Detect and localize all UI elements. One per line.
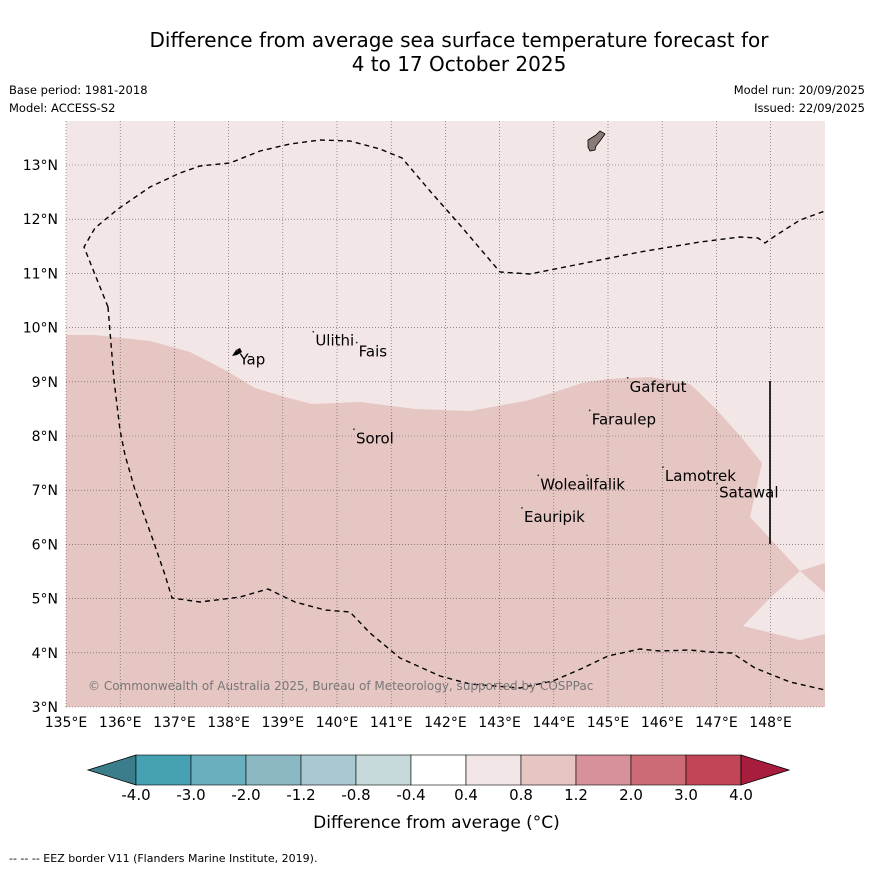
lon-tick-label: 136°E (99, 715, 142, 731)
colorbar-segment (245, 754, 302, 786)
lat-tick-label: 7°N (32, 483, 58, 499)
atoll-marker (353, 428, 355, 431)
colorbar-segment (630, 754, 687, 786)
colorbar-segment (685, 754, 742, 786)
lat-tick-label: 12°N (23, 212, 58, 228)
meta-right: Model run: 20/09/2025 Issued: 22/09/2025 (734, 81, 865, 117)
lon-tick-label: 148°E (749, 715, 792, 731)
colorbar-tick-label: 1.2 (564, 786, 588, 804)
lat-tick-label: 13°N (23, 158, 58, 174)
issued-date: Issued: 22/09/2025 (754, 101, 865, 115)
atoll-marker (521, 506, 523, 509)
map-title: Difference from average sea surface temp… (0, 28, 873, 76)
colorbar-title: Difference from average (°C) (313, 813, 560, 833)
atoll-marker (662, 466, 664, 469)
colorbar-tick-label: 0.8 (509, 786, 533, 804)
colorbar-tick-label: -0.8 (341, 786, 371, 804)
colorbar-tick-label: 4.0 (729, 786, 753, 804)
place-label-yap: Yap (238, 351, 265, 369)
lat-tick-label: 3°N (32, 700, 58, 716)
axis-labels: 135°E 136°E 137°E 138°E 139°E 140°E 141°E 142°E… (23, 158, 792, 731)
place-label-ulithi: Ulithi (315, 332, 354, 350)
colorbar-extend-low (86, 754, 137, 786)
colorbar-segment (300, 754, 357, 786)
colorbar-segment (575, 754, 632, 786)
eez-footnote: -- -- -- EEZ border V11 (Flanders Marine… (9, 852, 318, 865)
lon-tick-label: 142°E (424, 715, 467, 731)
graticule (65, 121, 825, 708)
lon-tick-label: 139°E (262, 715, 305, 731)
title-line-2: 4 to 17 October 2025 (351, 52, 567, 76)
colorbar-tick-label: -1.2 (286, 786, 316, 804)
lat-tick-label: 9°N (32, 375, 58, 391)
atoll-marker (236, 349, 239, 352)
colorbar-segment (135, 754, 192, 786)
atoll-marker (588, 409, 591, 412)
yap-island (232, 348, 242, 356)
lon-tick-label: 143°E (478, 715, 521, 731)
lon-tick-label: 138°E (207, 715, 250, 731)
place-label-eauripik: Eauripik (524, 508, 585, 526)
place-label-lamotrek: Lamotrek (665, 467, 736, 485)
colorbar-extend-high (740, 754, 791, 786)
atoll-marker (312, 330, 315, 333)
lon-tick-label: 137°E (153, 715, 196, 731)
lat-tick-label: 6°N (32, 537, 58, 553)
atoll-marker (537, 474, 540, 477)
atoll-marker (586, 474, 588, 477)
colorbar-segment (520, 754, 577, 786)
colorbar-segment (465, 754, 522, 786)
place-label-sorol: Sorol (356, 429, 394, 447)
lat-tick-label: 5°N (32, 592, 58, 608)
colorbar-tick-label: -0.4 (396, 786, 426, 804)
model-name: Model: ACCESS-S2 (9, 101, 116, 115)
lon-tick-label: 145°E (587, 715, 630, 731)
base-period: Base period: 1981-2018 (9, 83, 148, 97)
place-label-fais: Fais (359, 343, 388, 361)
place-label-ifalik: Ifalik (589, 475, 625, 493)
eez-border-south (107, 306, 826, 691)
place-label-satawal: Satawal (719, 483, 778, 501)
place-labels: Yap Ulithi Fais Gaferut Faraulep Sorol WoleaiI… (236, 330, 779, 526)
colorbar-tick-label: 3.0 (674, 786, 698, 804)
colorbar-tick-label: -3.0 (176, 786, 206, 804)
lon-tick-label: 147°E (695, 715, 738, 731)
lat-tick-label: 4°N (32, 646, 58, 662)
colorbar-segment (355, 754, 412, 786)
ocean-light-pocket (743, 571, 825, 640)
lat-tick-label: 10°N (23, 321, 58, 337)
place-label-faraulep: Faraulep (592, 410, 656, 428)
place-label-woleai: Woleai (540, 475, 590, 493)
eez-border-north (83, 139, 826, 308)
lon-tick-label: 141°E (370, 715, 413, 731)
atoll-marker (355, 341, 358, 344)
colorbar-tick-label: -2.0 (231, 786, 261, 804)
place-label-gaferut: Gaferut (630, 378, 687, 396)
lon-tick-label: 135°E (45, 715, 88, 731)
colorbar-segment (190, 754, 247, 786)
colorbar (86, 754, 791, 786)
title-line-1: Difference from average sea surface temp… (149, 28, 769, 52)
colorbar-tick-label: -4.0 (121, 786, 151, 804)
lon-tick-label: 140°E (316, 715, 359, 731)
copyright-text: © Commonwealth of Australia 2025, Bureau… (88, 679, 593, 693)
lon-tick-label: 146°E (641, 715, 684, 731)
lon-tick-label: 144°E (533, 715, 576, 731)
colorbar-tick-label: 0.4 (454, 786, 478, 804)
colorbar-segment (410, 754, 467, 786)
lat-tick-label: 11°N (23, 266, 58, 282)
atoll-marker (716, 482, 719, 485)
colorbar-tick-label: 2.0 (619, 786, 643, 804)
guam-island (587, 130, 606, 152)
meta-left: Base period: 1981-2018 Model: ACCESS-S2 (9, 81, 148, 117)
atoll-marker (626, 376, 629, 379)
lat-tick-label: 8°N (32, 429, 58, 445)
model-run: Model run: 20/09/2025 (733, 83, 865, 97)
